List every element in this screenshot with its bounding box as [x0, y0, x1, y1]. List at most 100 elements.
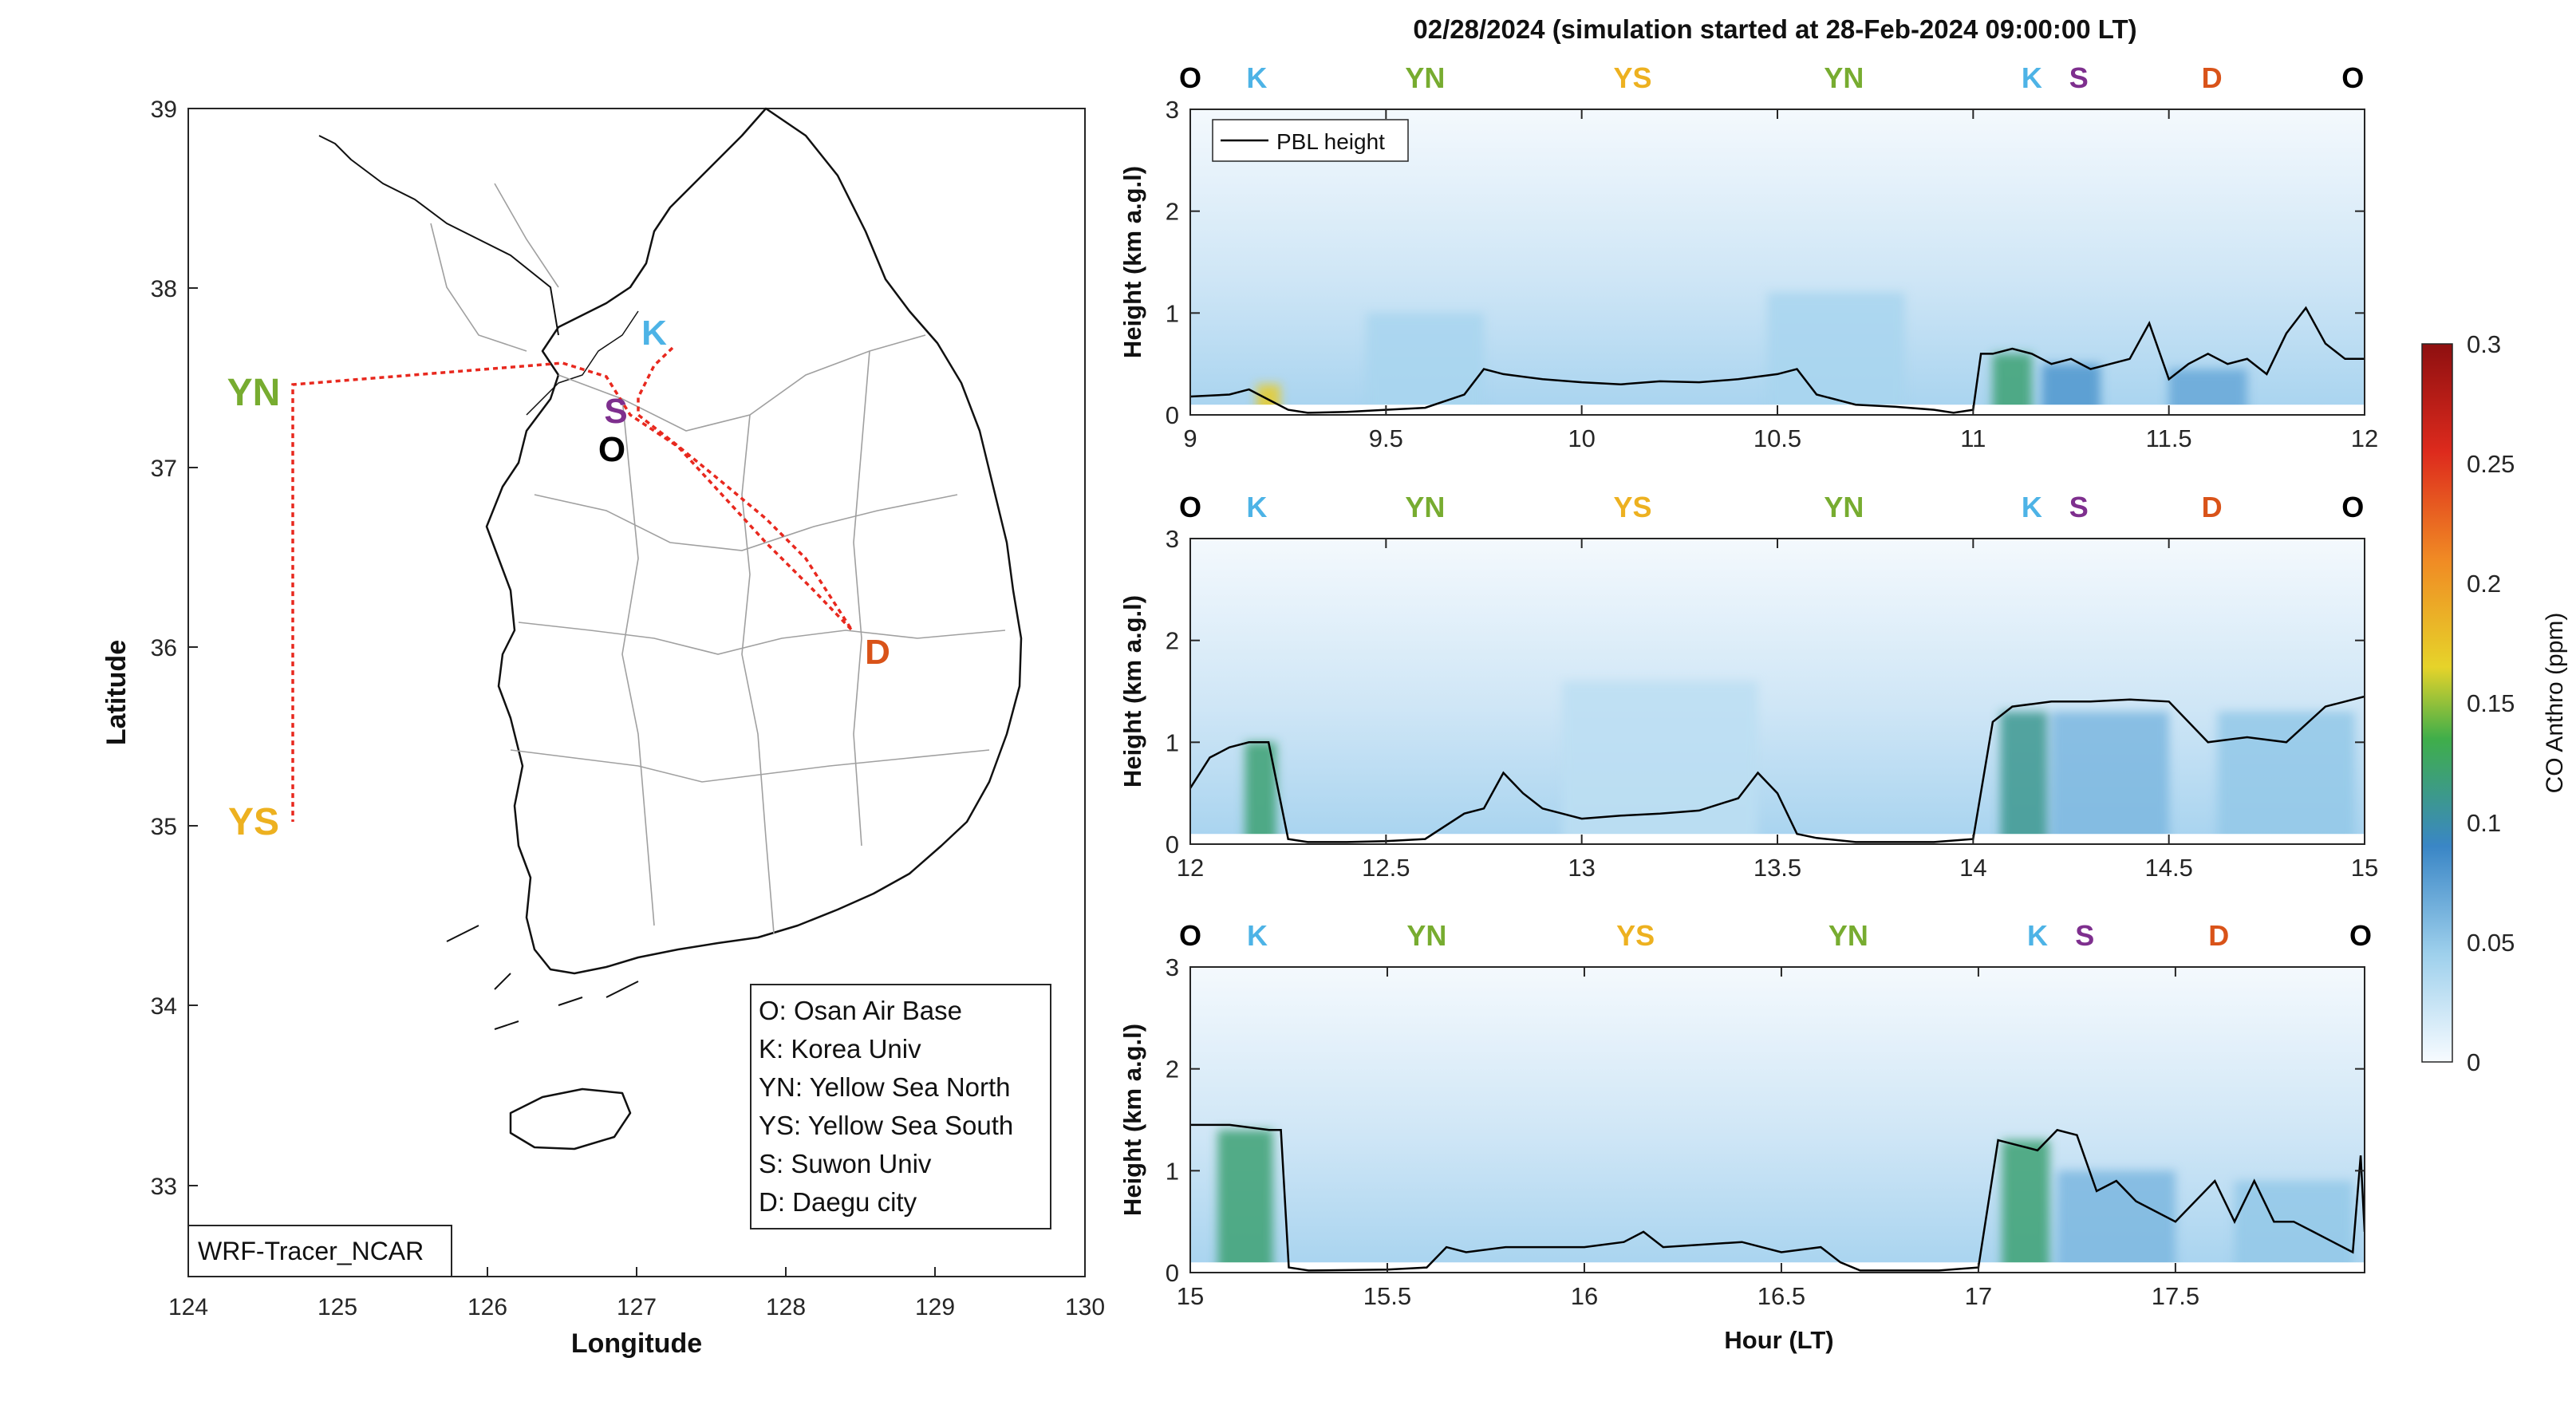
y-tick-label: 0 — [1166, 831, 1179, 858]
y-tick-label: 3 — [1166, 96, 1179, 124]
model-label-box: WRF-Tracer_NCAR — [187, 1225, 452, 1277]
site-label-K: K — [1247, 919, 1268, 952]
map-xtick: 130 — [1065, 1294, 1105, 1320]
model-label: WRF-Tracer_NCAR — [198, 1237, 424, 1265]
site-label-O: O — [1179, 919, 1201, 952]
x-tick-label: 12 — [1177, 854, 1204, 882]
site-label-K: K — [2027, 919, 2048, 952]
colorbar-tick: 0.15 — [2467, 689, 2515, 717]
heatmap-field — [1190, 539, 2365, 844]
map-ytick: 35 — [151, 814, 177, 840]
site-label-O: O — [2349, 919, 2372, 952]
y-tick-label: 1 — [1166, 299, 1179, 327]
colorbar-tick: 0.05 — [2467, 929, 2515, 957]
y-axis-label: Height (km a.g.l) — [1118, 595, 1146, 787]
colorbar: 0 0.05 0.1 0.15 0.2 0.25 0.3 CO Anthro (… — [2421, 330, 2568, 1076]
site-label-K: K — [2022, 61, 2042, 94]
colorbar-tick: 0.1 — [2467, 809, 2501, 837]
colorbar-tick: 0 — [2467, 1048, 2480, 1076]
x-tick-label: 14 — [1959, 854, 1986, 882]
xaxis-label: Hour (LT) — [1724, 1326, 1833, 1354]
site-label-YN: YN — [1405, 61, 1445, 94]
colorbar-ramp — [2421, 343, 2453, 1063]
pbl-height-line — [1190, 695, 2365, 843]
site-label-YN: YN — [1824, 61, 1864, 94]
x-tick-label: 15.5 — [1363, 1282, 1411, 1310]
ground-strip — [1190, 1262, 2365, 1273]
site-label-D: D — [2202, 61, 2223, 94]
admin-borders — [430, 183, 1006, 934]
concentration-cell — [2234, 1181, 2353, 1273]
concentration-cell — [2051, 712, 2169, 844]
legend-item-YS: YS: Yellow Sea South — [759, 1111, 1013, 1140]
site-label-K: K — [1246, 61, 1267, 94]
map-ytick: 34 — [151, 993, 177, 1020]
concentration-cell — [2002, 1140, 2049, 1273]
map-ylabel: Latitude — [101, 640, 132, 745]
y-tick-label: 1 — [1166, 1157, 1179, 1185]
site-label-O: O — [2341, 491, 2364, 523]
site-legend: O: Osan Air Base K: Korea Univ YN: Yello… — [750, 984, 1051, 1229]
y-tick-label: 0 — [1166, 1259, 1179, 1287]
site-label-D: D — [2202, 491, 2223, 523]
concentration-cell — [1366, 313, 1484, 415]
y-axis-label: Height (km a.g.l) — [1118, 166, 1146, 358]
map-xaxis: 124 125 126 127 128 129 130 — [168, 1294, 1105, 1320]
x-tick-label: 9 — [1183, 424, 1197, 452]
y-tick-label: 2 — [1166, 627, 1179, 655]
colorbar-tick: 0.2 — [2467, 570, 2501, 598]
x-tick-label: 14.5 — [2144, 854, 2192, 882]
coastline — [318, 107, 1023, 1151]
pbl-legend: PBL height — [1212, 119, 1409, 162]
concentration-cell — [2000, 712, 2048, 844]
map-xtick: 126 — [467, 1294, 507, 1320]
x-tick-label: 11.5 — [2146, 424, 2192, 452]
map-xtick: 124 — [168, 1294, 208, 1320]
site-label-O: O — [1179, 491, 1201, 523]
curtain-panel-3: 15 15.5 16 16.5 17 17.5 0 1 2 3 Height (km a.g.l) O… — [1118, 919, 2372, 1310]
concentration-cell — [1217, 1130, 1273, 1273]
map-xtick: 128 — [766, 1294, 806, 1320]
pbl-height-line — [1190, 306, 2365, 414]
x-tick-label: 17.5 — [2152, 1282, 2199, 1310]
map-ytick: 36 — [151, 635, 177, 661]
x-tick-label: 15 — [1177, 1282, 1204, 1310]
site-label-S: S — [2069, 491, 2089, 523]
map-site-S: S — [604, 392, 627, 431]
legend-item-YN: YN: Yellow Sea North — [759, 1072, 1011, 1102]
site-label-YS: YS — [1616, 919, 1655, 952]
map-site-YN: YN — [227, 372, 281, 414]
x-tick-label: 10.5 — [1753, 424, 1801, 452]
x-tick-label: 16 — [1571, 1282, 1598, 1310]
site-label-O: O — [1179, 61, 1201, 94]
map-site-D: D — [865, 633, 890, 672]
x-tick-label: 12.5 — [1362, 854, 1410, 882]
legend-item-O: O: Osan Air Base — [759, 996, 962, 1025]
x-tick-label: 9.5 — [1369, 424, 1403, 452]
y-tick-label: 2 — [1166, 1056, 1179, 1083]
legend-item-S: S: Suwon Univ — [759, 1149, 932, 1178]
colorbar-tick: 0.25 — [2467, 450, 2515, 478]
colorbar-label: CO Anthro (ppm) — [2542, 613, 2568, 794]
site-label-S: S — [2069, 61, 2089, 94]
x-tick-label: 13.5 — [1753, 854, 1801, 882]
site-label-K: K — [2022, 491, 2042, 523]
y-tick-label: 0 — [1166, 401, 1179, 429]
x-tick-label: 13 — [1568, 854, 1595, 882]
site-label-K: K — [1246, 491, 1267, 523]
legend-item-D: D: Daegu city — [759, 1187, 917, 1217]
map-ytick: 38 — [151, 276, 177, 302]
map-xtick: 129 — [915, 1294, 955, 1320]
jeju-island — [509, 1087, 632, 1151]
pbl-legend-label: PBL height — [1276, 129, 1385, 154]
concentration-cell — [2057, 1170, 2176, 1273]
concentration-cell — [1767, 292, 1905, 415]
map-xtick: 125 — [318, 1294, 357, 1320]
x-tick-label: 17 — [1965, 1282, 1992, 1310]
y-tick-label: 3 — [1166, 953, 1179, 981]
map-ytick: 37 — [151, 456, 177, 482]
x-tick-label: 12 — [2351, 424, 2378, 452]
axes-frame — [1189, 966, 2365, 1273]
